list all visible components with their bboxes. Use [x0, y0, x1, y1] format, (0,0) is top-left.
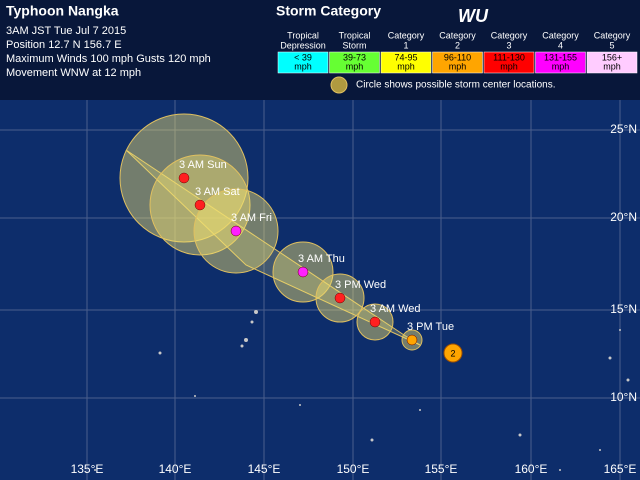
category-range: mph [603, 61, 621, 71]
header: Typhoon Nangka 3AM JST Tue Jul 7 2015 Posi… [6, 3, 638, 94]
category-name: 3 [506, 40, 511, 50]
track-label: 3 AM Thu [298, 253, 345, 265]
category-swatch [432, 51, 483, 74]
current-position [443, 343, 463, 363]
category-name: 4 [558, 40, 563, 50]
category-name: Storm [342, 40, 366, 50]
legend-note: Circle shows possible storm center locat… [356, 80, 556, 91]
storm-symbol [194, 199, 206, 211]
category-name: 2 [455, 40, 460, 50]
category-name: Tropical [339, 30, 371, 40]
islands [94, 310, 630, 471]
category-name: Category [542, 30, 579, 40]
category-range: mph [552, 61, 570, 71]
category-swatch [483, 51, 535, 74]
category-range: mph [294, 61, 312, 71]
category-swatch [380, 51, 432, 74]
logo: WU [458, 6, 489, 26]
storm-info: Maximum Winds 100 mph Gusts 120 mph [6, 53, 211, 65]
current-category: 2 [450, 348, 455, 358]
track-label: 3 AM Fri [231, 212, 272, 224]
storm-symbol [369, 316, 381, 328]
category-range: 74-95 [394, 52, 417, 62]
storm-symbol [406, 334, 418, 346]
category-range: 111-130 [493, 52, 525, 62]
latitude-label: 25°N [610, 122, 637, 136]
track: 3 PM Tue 3 AM Wed 3 PM Wed 3 AM Thu 3 AM Fri… [119, 113, 463, 363]
category-range: mph [397, 61, 415, 71]
latitude-label: 15°N [610, 302, 637, 316]
longitude-label: 150°E [337, 462, 370, 476]
legend-title: Storm Category [276, 3, 381, 19]
track-label: 3 PM Wed [335, 279, 386, 291]
storm-info: 3AM JST Tue Jul 7 2015 [6, 25, 126, 37]
category-range: 39-73 [343, 52, 366, 62]
category-name: Category [594, 30, 631, 40]
storm-info: Movement WNW at 12 mph [6, 67, 141, 79]
longitude-label: 160°E [515, 462, 548, 476]
category-name: 1 [403, 40, 408, 50]
category-name: Category [439, 30, 476, 40]
storm-symbol [178, 172, 190, 184]
category-range: mph [500, 61, 518, 71]
longitude-label: 135°E [71, 462, 104, 476]
track-label: 3 AM Wed [370, 303, 421, 315]
track-label: 3 PM Tue [407, 321, 454, 333]
track-label: 3 AM Sat [195, 186, 240, 198]
latitude-label: 20°N [610, 210, 637, 224]
storm-title: Typhoon Nangka [6, 3, 119, 19]
header-bar [0, 0, 640, 100]
storm-symbol [334, 292, 346, 304]
latitude-label: 10°N [610, 390, 637, 404]
longitude-label: 165°E [604, 462, 637, 476]
category-range: mph [449, 61, 467, 71]
graticule [0, 100, 640, 480]
longitude-label: 140°E [159, 462, 192, 476]
category-name: Depression [280, 40, 326, 50]
category-swatch [535, 51, 586, 74]
longitude-label: 145°E [248, 462, 281, 476]
category-range: mph [346, 61, 364, 71]
category-name: Tropical [287, 30, 319, 40]
category-range: 156+ [602, 52, 622, 62]
storm-symbol [230, 225, 242, 237]
category-range: 96-110 [444, 52, 471, 62]
category-name: Category [491, 30, 528, 40]
category-swatch [586, 51, 638, 74]
category-range: 131-155 [544, 52, 577, 62]
longitude-label: 155°E [425, 462, 458, 476]
category-name: Category [388, 30, 425, 40]
storm-symbol [297, 266, 309, 278]
note-circle [330, 76, 348, 94]
storm-info: Position 12.7 N 156.7 E [6, 39, 122, 51]
track-label: 3 AM Sun [179, 159, 227, 171]
category-swatch [277, 51, 329, 74]
category-swatch [329, 51, 380, 74]
category-name: 5 [609, 40, 614, 50]
category-range: < 39 [294, 52, 312, 62]
